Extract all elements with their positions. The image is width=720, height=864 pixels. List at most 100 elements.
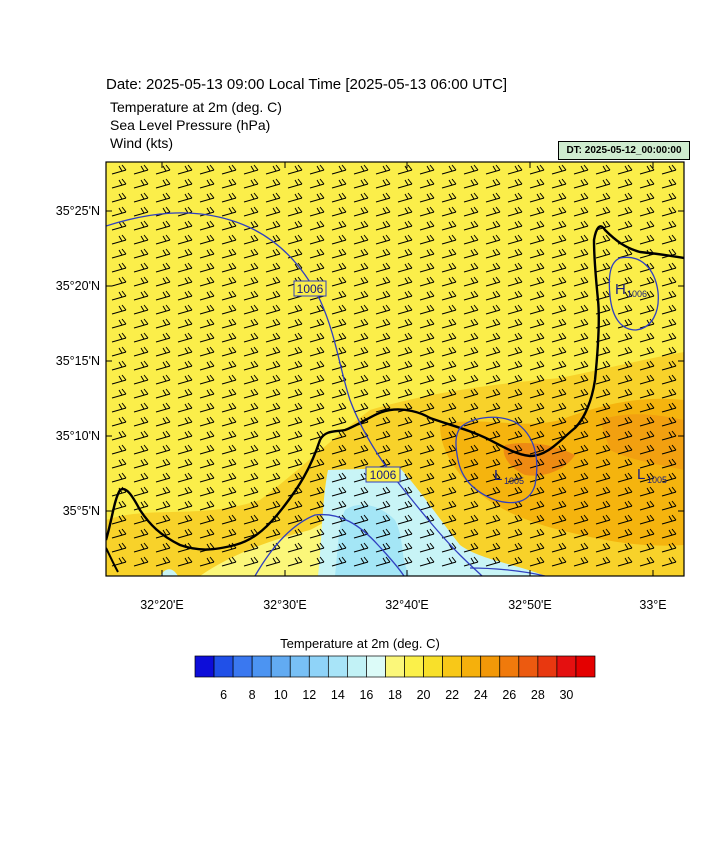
- wind-barb: [177, 346, 193, 357]
- wind-barb: [485, 500, 501, 511]
- wind-barb: [661, 444, 677, 455]
- colorbar-tick-label: 10: [274, 688, 288, 702]
- wind-barb: [529, 360, 545, 371]
- wind-barb: [441, 472, 457, 483]
- wind-barb: [375, 430, 391, 441]
- wind-barb: [529, 318, 545, 329]
- wind-barb: [177, 234, 193, 245]
- wind-barb: [419, 528, 435, 539]
- wind-barb: [463, 192, 479, 203]
- wind-barb: [595, 444, 611, 455]
- wind-barb: [551, 402, 567, 413]
- wind-barb: [375, 192, 391, 203]
- wind-barb: [507, 388, 523, 399]
- wind-barb: [353, 514, 369, 525]
- wind-barb: [133, 248, 149, 259]
- wind-barb: [309, 178, 325, 189]
- wind-barb: [221, 248, 237, 259]
- wind-barb: [243, 374, 259, 385]
- wind-barb: [177, 262, 193, 273]
- wind-barb: [595, 514, 611, 525]
- wind-barb: [397, 164, 413, 175]
- wind-barb: [617, 486, 633, 497]
- wind-barb: [133, 234, 149, 245]
- wind-barb: [617, 290, 633, 301]
- wind-barb: [177, 248, 193, 259]
- wind-barb: [639, 444, 655, 455]
- wind-barb: [617, 402, 633, 413]
- wind-barb: [529, 528, 545, 539]
- wind-barb: [375, 346, 391, 357]
- colorbar-tick-label: 14: [331, 688, 345, 702]
- pressure-center-letter: L: [637, 466, 645, 483]
- colorbar-tick-label: 22: [445, 688, 459, 702]
- wind-barb: [199, 388, 215, 399]
- wind-barb: [375, 332, 391, 343]
- wind-barb: [397, 304, 413, 315]
- wind-barb: [353, 290, 369, 301]
- wind-barb: [507, 178, 523, 189]
- wind-barb: [133, 318, 149, 329]
- colorbar-tick-label: 30: [559, 688, 573, 702]
- wind-barb: [617, 360, 633, 371]
- wind-barb: [199, 472, 215, 483]
- wind-barb: [441, 178, 457, 189]
- wind-barb: [265, 486, 281, 497]
- wind-barb: [441, 164, 457, 175]
- wind-barb: [287, 500, 303, 511]
- wind-barb: [485, 346, 501, 357]
- wind-barb: [265, 444, 281, 455]
- x-axis: [161, 162, 654, 576]
- wind-barb: [177, 178, 193, 189]
- wind-barb: [177, 276, 193, 287]
- wind-barb: [507, 374, 523, 385]
- wind-barb: [353, 500, 369, 511]
- wind-barb: [133, 416, 149, 427]
- wind-barb: [221, 360, 237, 371]
- isobar-low-center: [455, 416, 538, 504]
- colorbar-swatch: [308, 655, 329, 678]
- wind-barb: [485, 486, 501, 497]
- wind-barb: [243, 164, 259, 175]
- wind-barb: [507, 458, 523, 469]
- wind-barb: [353, 556, 369, 567]
- colorbar-swatch: [423, 655, 443, 678]
- wind-barb: [375, 304, 391, 315]
- wind-barb: [485, 276, 501, 287]
- wind-barb: [111, 458, 127, 469]
- wind-barb: [265, 458, 281, 469]
- wind-barb: [639, 542, 655, 553]
- x-tick-label: 32°20'E: [140, 598, 184, 612]
- colorbar-swatch: [385, 655, 405, 678]
- wind-barb: [617, 514, 633, 525]
- wind-barb: [617, 318, 633, 329]
- y-tick-label: 35°10'N: [56, 429, 100, 443]
- wind-barb: [551, 360, 567, 371]
- isobar-label-box: [365, 466, 401, 483]
- wind-barb: [133, 430, 149, 441]
- wind-barb: [573, 304, 589, 315]
- wind-barb: [309, 332, 325, 343]
- wind-barb: [375, 486, 391, 497]
- wind-barb: [485, 304, 501, 315]
- wind-barb: [353, 276, 369, 287]
- wind-barb: [375, 556, 391, 567]
- wind-barb: [287, 206, 303, 217]
- wind-barb: [419, 430, 435, 441]
- wind-barb: [177, 318, 193, 329]
- wind-barb: [507, 206, 523, 217]
- colorbar-swatch: [327, 655, 348, 678]
- wind-barb: [265, 528, 281, 539]
- wind-barb: [397, 514, 413, 525]
- wind-barb: [177, 220, 193, 231]
- colorbar-tick-label: 16: [359, 688, 373, 702]
- wind-barb: [265, 332, 281, 343]
- wind-barb: [375, 402, 391, 413]
- wind-barb: [419, 164, 435, 175]
- wind-barb: [397, 556, 413, 567]
- wind-barb: [639, 164, 655, 175]
- wind-barb: [551, 514, 567, 525]
- wind-barb: [639, 402, 655, 413]
- wind-barb: [331, 220, 347, 231]
- wind-barb: [573, 360, 589, 371]
